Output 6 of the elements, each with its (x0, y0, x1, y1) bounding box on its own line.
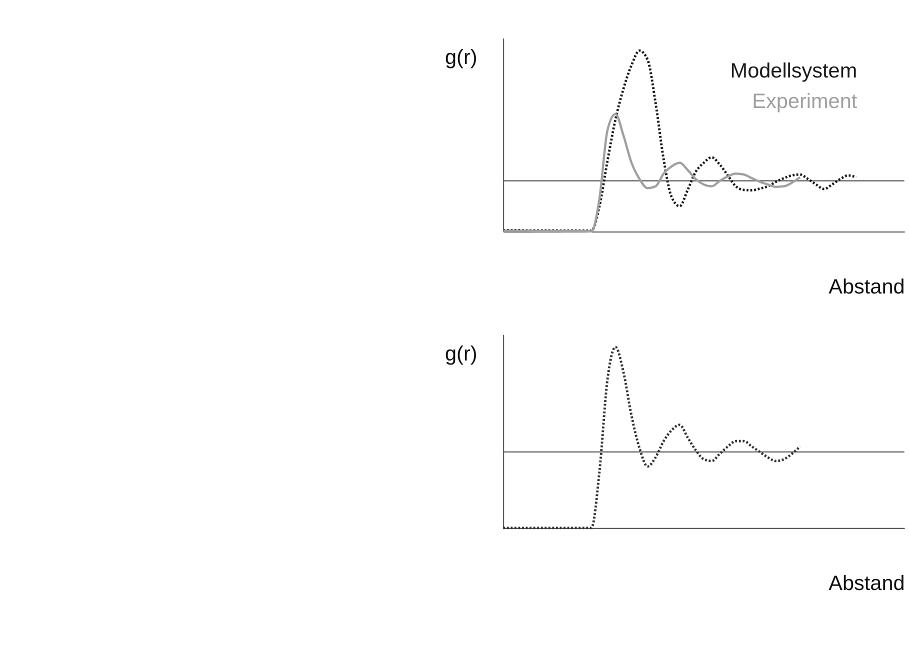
y-axis-title: g(r) (444, 342, 478, 366)
x-axis-title: Abstand (828, 275, 905, 298)
y-axis-title: g(r) (444, 46, 478, 69)
text: Experiment (752, 90, 858, 113)
text: Modellsystem (730, 60, 858, 83)
x-axis-title: Abstand (828, 572, 905, 595)
